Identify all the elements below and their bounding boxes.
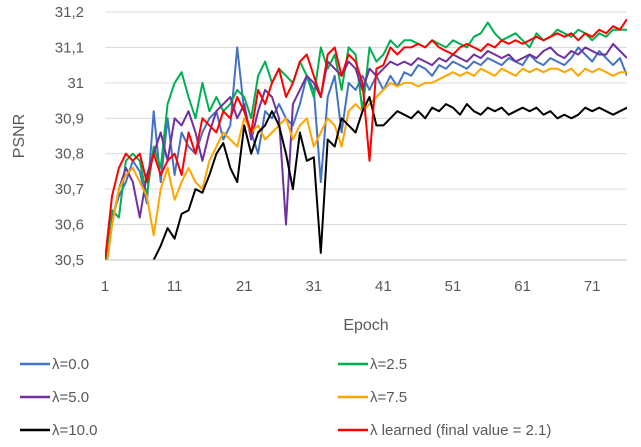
x-tick-label: 61 — [514, 278, 531, 295]
legend-item: λ learned (final value = 2.1) — [338, 422, 551, 439]
legend-item: λ=7.5 — [338, 389, 407, 406]
legend: λ=0.0 λ=2.5 λ=5.0 λ=7.5 λ=10.0 λ learned (fin… — [20, 356, 551, 439]
y-tick-label: 30,6 — [55, 217, 84, 234]
legend-item: λ=5.0 — [20, 389, 89, 406]
y-tick-label: 30,9 — [55, 110, 84, 127]
legend-label: λ=10.0 — [52, 422, 97, 439]
y-tick-label: 30,5 — [55, 252, 84, 269]
series-line — [152, 96, 627, 260]
series-line — [106, 67, 627, 260]
series-lines — [105, 18, 627, 260]
y-tick-label: 31 — [67, 75, 84, 92]
x-tick-label: 41 — [375, 278, 392, 295]
legend-label: λ learned (final value = 2.1) — [370, 422, 551, 439]
legend-item: λ=0.0 — [20, 356, 89, 373]
x-tick-label: 11 — [167, 278, 183, 295]
series-line — [106, 42, 627, 260]
y-tick-label: 30,8 — [55, 146, 84, 163]
legend-item: λ=2.5 — [338, 356, 407, 373]
x-tick-label: 51 — [445, 278, 462, 295]
legend-label: λ=7.5 — [370, 389, 407, 406]
x-tick-labels: 1 11 21 31 41 51 61 71 — [101, 278, 601, 295]
x-axis-title: Epoch — [343, 317, 388, 334]
y-tick-label: 30,7 — [55, 181, 84, 198]
x-tick-label: 1 — [101, 278, 109, 295]
x-tick-label: 31 — [305, 278, 322, 295]
y-tick-label: 31,1 — [55, 39, 84, 56]
legend-item: λ=10.0 — [20, 422, 97, 439]
series-line — [105, 18, 627, 260]
legend-label: λ=2.5 — [370, 356, 407, 373]
legend-label: λ=0.0 — [52, 356, 89, 373]
x-tick-label: 71 — [584, 278, 601, 295]
legend-label: λ=5.0 — [52, 389, 89, 406]
y-axis-title: PSNR — [11, 114, 28, 158]
y-tick-labels: 30,5 30,6 30,7 30,8 30,9 31 31,1 31,2 — [55, 4, 84, 269]
x-tick-label: 21 — [236, 278, 253, 295]
y-tick-label: 31,2 — [55, 4, 84, 21]
